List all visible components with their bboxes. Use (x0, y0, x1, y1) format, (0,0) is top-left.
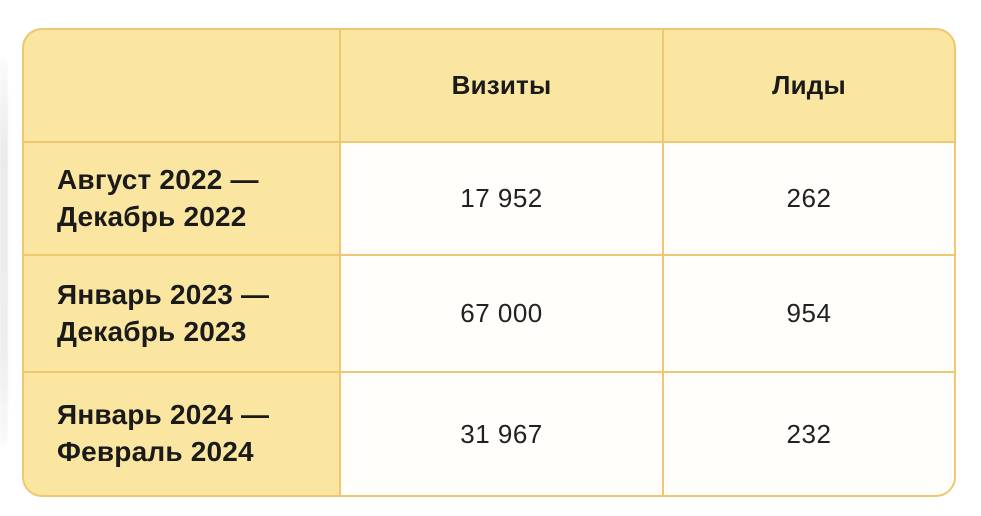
visits-leads-table: Визиты Лиды Август 2022 — Декабрь 2022 1… (22, 28, 956, 497)
table-row-period: Август 2022 — Декабрь 2022 (24, 143, 339, 254)
leads-value: 232 (786, 418, 832, 449)
leads-column-header: Лиды (772, 70, 846, 100)
visits-value-cell: 67 000 (341, 256, 662, 371)
visits-value: 67 000 (460, 298, 543, 328)
visits-column-header: Визиты (451, 70, 552, 100)
visits-value: 17 952 (460, 183, 543, 213)
leads-value: 954 (786, 298, 832, 328)
period-label: Январь 2024 — Февраль 2024 (57, 399, 270, 467)
visits-value-cell: 31 967 (341, 373, 662, 495)
period-label: Январь 2023 — Декабрь 2023 (57, 278, 270, 347)
leads-value-cell: 262 (664, 143, 954, 254)
table-row-period: Январь 2023 — Декабрь 2023 (24, 256, 339, 371)
period-label: Август 2022 — Декабрь 2022 (57, 163, 259, 232)
table-row-period: Январь 2024 — Февраль 2024 (24, 373, 339, 495)
leads-value: 262 (786, 183, 832, 213)
header-cell-visits: Визиты (341, 30, 662, 141)
left-page-edge (0, 60, 8, 445)
leads-value-cell: 954 (664, 256, 954, 371)
visits-value: 31 967 (460, 418, 543, 449)
leads-value-cell: 232 (664, 373, 954, 495)
header-cell-leads: Лиды (664, 30, 954, 141)
visits-value-cell: 17 952 (341, 143, 662, 254)
header-cell-period (24, 30, 339, 141)
